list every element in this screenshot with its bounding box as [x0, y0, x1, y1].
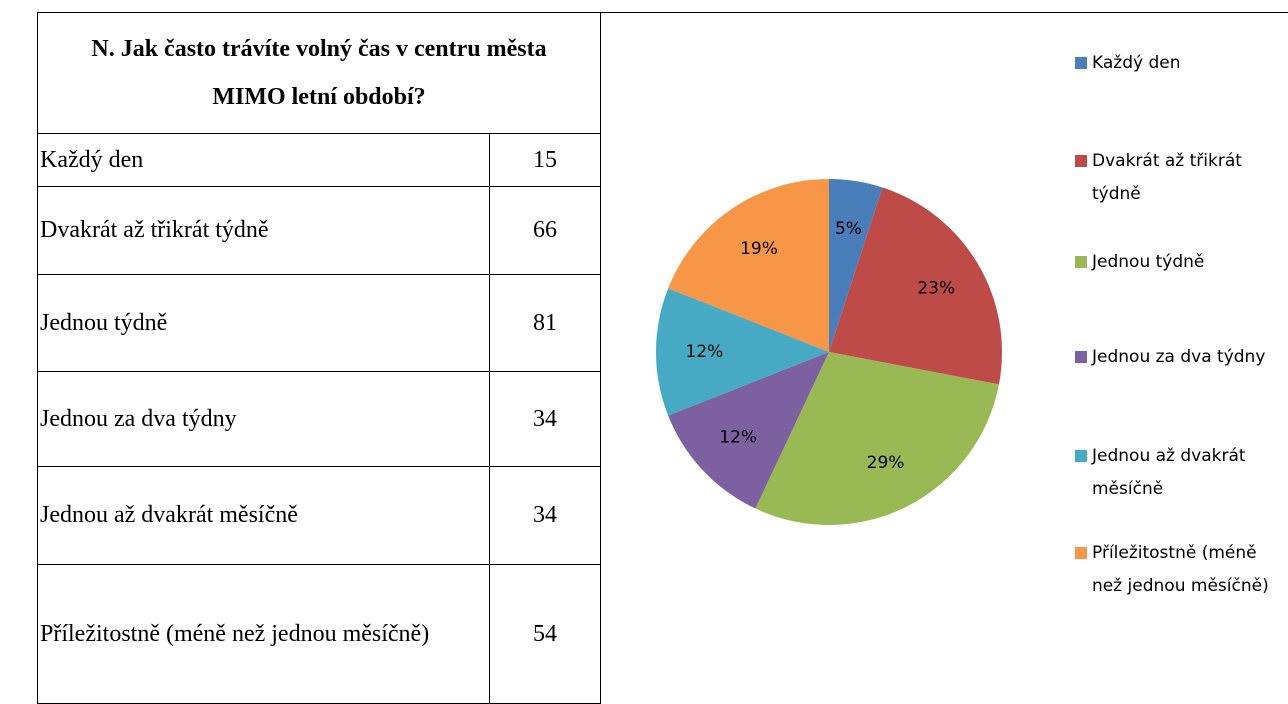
- row-count: 34: [489, 371, 601, 467]
- legend-item: Příležitostně (méně než jednou měsíčně): [1075, 537, 1288, 603]
- legend-swatch: [1075, 57, 1087, 69]
- row-label: Jednou až dvakrát měsíčně: [37, 466, 490, 565]
- table-row: Jednou až dvakrát měsíčně 34: [37, 466, 601, 565]
- legend-swatch: [1075, 450, 1087, 462]
- legend-label: Příležitostně (méně než jednou měsíčně): [1092, 543, 1269, 596]
- legend-item: Jednou týdně: [1075, 246, 1288, 279]
- row-count: 81: [489, 274, 601, 372]
- legend-label: Jednou za dva týdny: [1092, 347, 1266, 367]
- pie-slice: [668, 352, 829, 509]
- row-label: Dvakrát až třikrát týdně: [37, 186, 490, 275]
- pie-slice: [829, 179, 883, 352]
- slice-label: 12%: [719, 427, 757, 447]
- slice-label: 5%: [835, 219, 862, 239]
- row-label: Jednou za dva týdny: [37, 371, 490, 467]
- legend-label: Dvakrát až třikrát týdně: [1092, 151, 1242, 204]
- legend-item: Každý den: [1075, 47, 1288, 80]
- legend-label: Jednou týdně: [1092, 252, 1205, 272]
- pie-slice: [656, 288, 829, 416]
- legend-item: Jednou až dvakrát měsíčně: [1075, 440, 1288, 506]
- slice-label: 29%: [867, 453, 905, 473]
- legend-swatch: [1075, 155, 1087, 167]
- row-count: 54: [489, 564, 601, 704]
- slice-label: 12%: [686, 342, 724, 362]
- row-count: 66: [489, 186, 601, 275]
- table-row: Jednou týdně 81: [37, 274, 601, 372]
- pie-slice: [829, 187, 1002, 385]
- legend-swatch: [1075, 256, 1087, 268]
- table-row: Dvakrát až třikrát týdně 66: [37, 186, 601, 275]
- table-row: Jednou za dva týdny 34: [37, 371, 601, 467]
- legend-label: Jednou až dvakrát měsíčně: [1092, 446, 1246, 499]
- table-row: Příležitostně (méně než jednou měsíčně) 5…: [37, 564, 601, 704]
- legend-swatch: [1075, 351, 1087, 363]
- row-label: Příležitostně (méně než jednou měsíčně): [37, 564, 490, 704]
- legend-item: Jednou za dva týdny: [1075, 341, 1288, 374]
- pie-slice: [755, 352, 999, 525]
- slice-label: 23%: [917, 279, 955, 299]
- border-line: [598, 12, 1288, 13]
- row-count: 15: [489, 133, 601, 187]
- pie-slice: [668, 179, 829, 352]
- legend-swatch: [1075, 547, 1087, 559]
- legend-label: Každý den: [1092, 53, 1181, 73]
- row-count: 34: [489, 466, 601, 565]
- row-label: Jednou týdně: [37, 274, 490, 372]
- legend-item: Dvakrát až třikrát týdně: [1075, 145, 1288, 211]
- slice-label: 19%: [740, 239, 778, 259]
- survey-table: N. Jak často trávíte volný čas v centru …: [37, 12, 601, 704]
- table-title: N. Jak často trávíte volný čas v centru …: [37, 12, 601, 134]
